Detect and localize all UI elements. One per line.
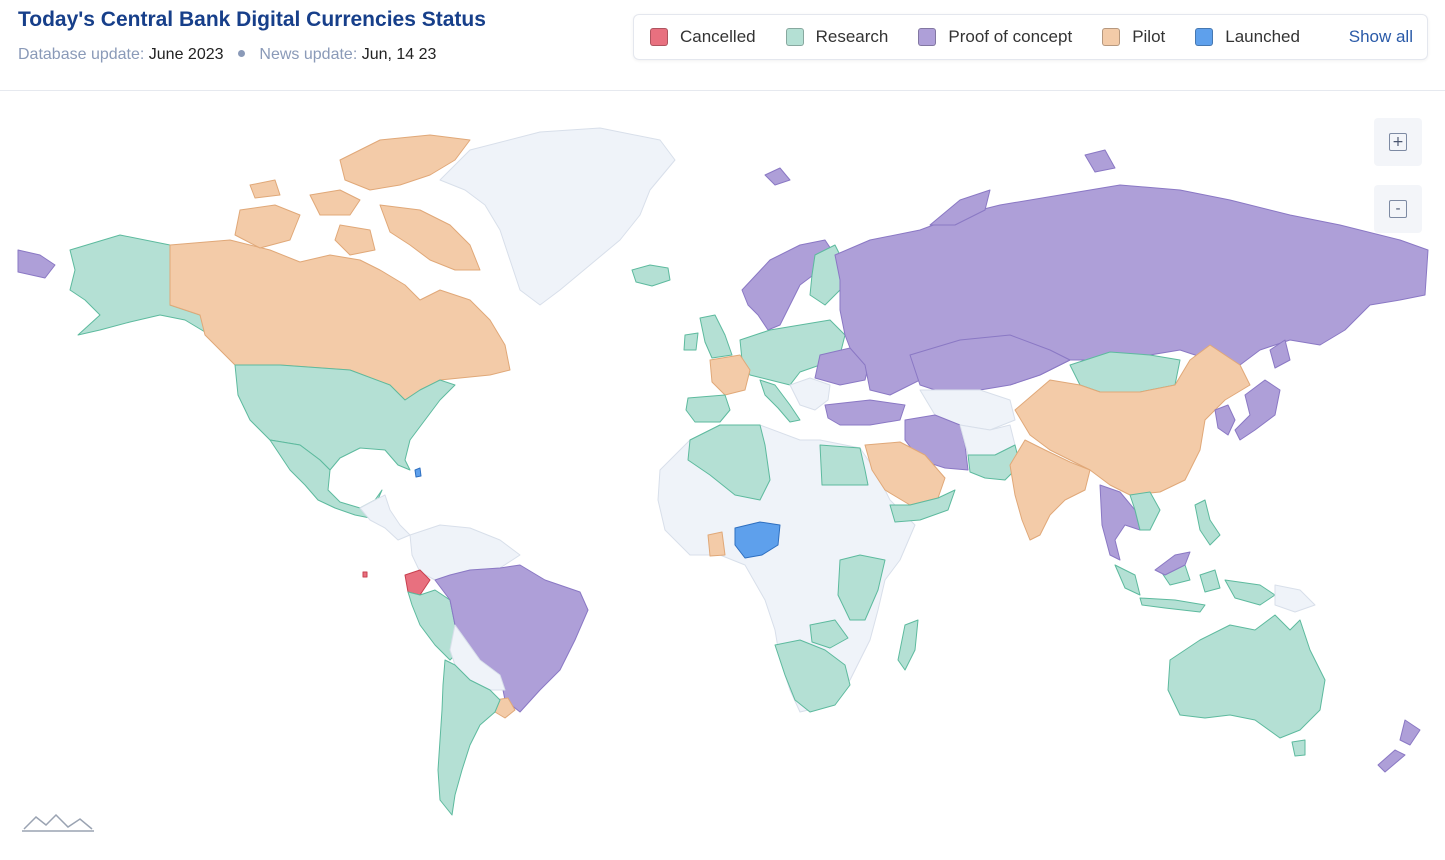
swatch-proof-of-concept: [918, 28, 937, 46]
legend-item-pilot[interactable]: Pilot: [1102, 27, 1165, 47]
country-australia[interactable]: [1167, 614, 1326, 739]
zoom-out-button[interactable]: -: [1374, 185, 1422, 233]
country-papua-new-guinea[interactable]: [1274, 584, 1316, 613]
country-greenland[interactable]: [439, 127, 676, 306]
minus-icon: -: [1389, 200, 1407, 218]
country-ecuador[interactable]: [404, 569, 431, 596]
country-russia-east-tip[interactable]: [17, 249, 56, 279]
country-malaysia[interactable]: [1154, 551, 1191, 576]
country-france[interactable]: [709, 354, 751, 396]
news-update-value: Jun, 14 23: [361, 46, 437, 63]
country-iceland[interactable]: [631, 264, 671, 287]
country-central-america[interactable]: [359, 494, 411, 541]
country-vietnam[interactable]: [1129, 491, 1161, 531]
country-egypt[interactable]: [819, 444, 869, 486]
country-canada[interactable]: [169, 239, 511, 401]
swatch-launched: [1195, 28, 1214, 46]
world-map: + -: [0, 91, 1445, 855]
legend-item-research[interactable]: Research: [785, 27, 889, 47]
database-update-value: June 2023: [148, 46, 224, 63]
zoom-in-button[interactable]: +: [1374, 118, 1422, 166]
country-russia-arctic[interactable]: [764, 149, 1116, 226]
country-italy[interactable]: [759, 379, 801, 423]
page-title: Today's Central Bank Digital Currencies …: [18, 8, 486, 31]
country-east-africa[interactable]: [837, 554, 886, 621]
legend-label: Cancelled: [680, 27, 756, 46]
update-info: Database update: June 2023 News update: …: [18, 46, 436, 64]
country-korea[interactable]: [1214, 404, 1236, 436]
status-legend: Cancelled Research Proof of concept Pilo…: [633, 14, 1428, 60]
country-southeast-asia[interactable]: [1099, 484, 1141, 561]
country-india[interactable]: [1009, 439, 1091, 541]
country-nigeria[interactable]: [734, 521, 781, 559]
country-caribbean[interactable]: [414, 467, 422, 478]
country-canada-islands[interactable]: [234, 134, 481, 271]
country-new-zealand[interactable]: [1377, 719, 1421, 773]
news-update-label: News update:: [259, 46, 358, 63]
country-argentina-chile[interactable]: [437, 659, 501, 816]
world-map-svg: [17, 127, 1429, 816]
header: Today's Central Bank Digital Currencies …: [0, 0, 1445, 91]
country-iberia[interactable]: [685, 394, 731, 423]
legend-item-cancelled[interactable]: Cancelled: [650, 27, 756, 47]
mountain-logo-icon: [22, 813, 94, 832]
show-all-link[interactable]: Show all: [1348, 27, 1413, 46]
swatch-research: [785, 28, 804, 46]
swatch-pilot: [1102, 28, 1121, 46]
country-southern-africa[interactable]: [774, 639, 851, 713]
country-tasmania[interactable]: [1291, 739, 1306, 757]
legend-label: Pilot: [1132, 27, 1166, 46]
database-update-label: Database update:: [18, 46, 145, 63]
legend-label: Proof of concept: [948, 27, 1073, 46]
legend-label: Launched: [1225, 27, 1300, 46]
country-galapagos[interactable]: [362, 571, 368, 578]
country-africa[interactable]: [657, 424, 916, 713]
country-zambia[interactable]: [809, 619, 849, 649]
country-scandinavia[interactable]: [741, 239, 836, 331]
plus-icon: +: [1389, 133, 1407, 151]
country-indonesia[interactable]: [1114, 564, 1276, 613]
country-uk[interactable]: [683, 314, 733, 359]
country-balkans[interactable]: [789, 377, 831, 411]
country-turkey[interactable]: [824, 399, 906, 426]
country-north-africa[interactable]: [687, 424, 771, 501]
legend-item-proof-of-concept[interactable]: Proof of concept: [918, 27, 1072, 47]
separator-dot-icon: [237, 50, 245, 58]
country-oman[interactable]: [889, 489, 956, 523]
legend-label: Research: [815, 27, 889, 46]
country-madagascar[interactable]: [897, 619, 919, 671]
country-philippines[interactable]: [1194, 499, 1221, 546]
country-mexico[interactable]: [269, 439, 383, 519]
swatch-cancelled: [650, 28, 668, 46]
country-ghana[interactable]: [707, 531, 726, 557]
country-japan[interactable]: [1234, 339, 1291, 441]
legend-item-launched[interactable]: Launched: [1195, 27, 1300, 47]
